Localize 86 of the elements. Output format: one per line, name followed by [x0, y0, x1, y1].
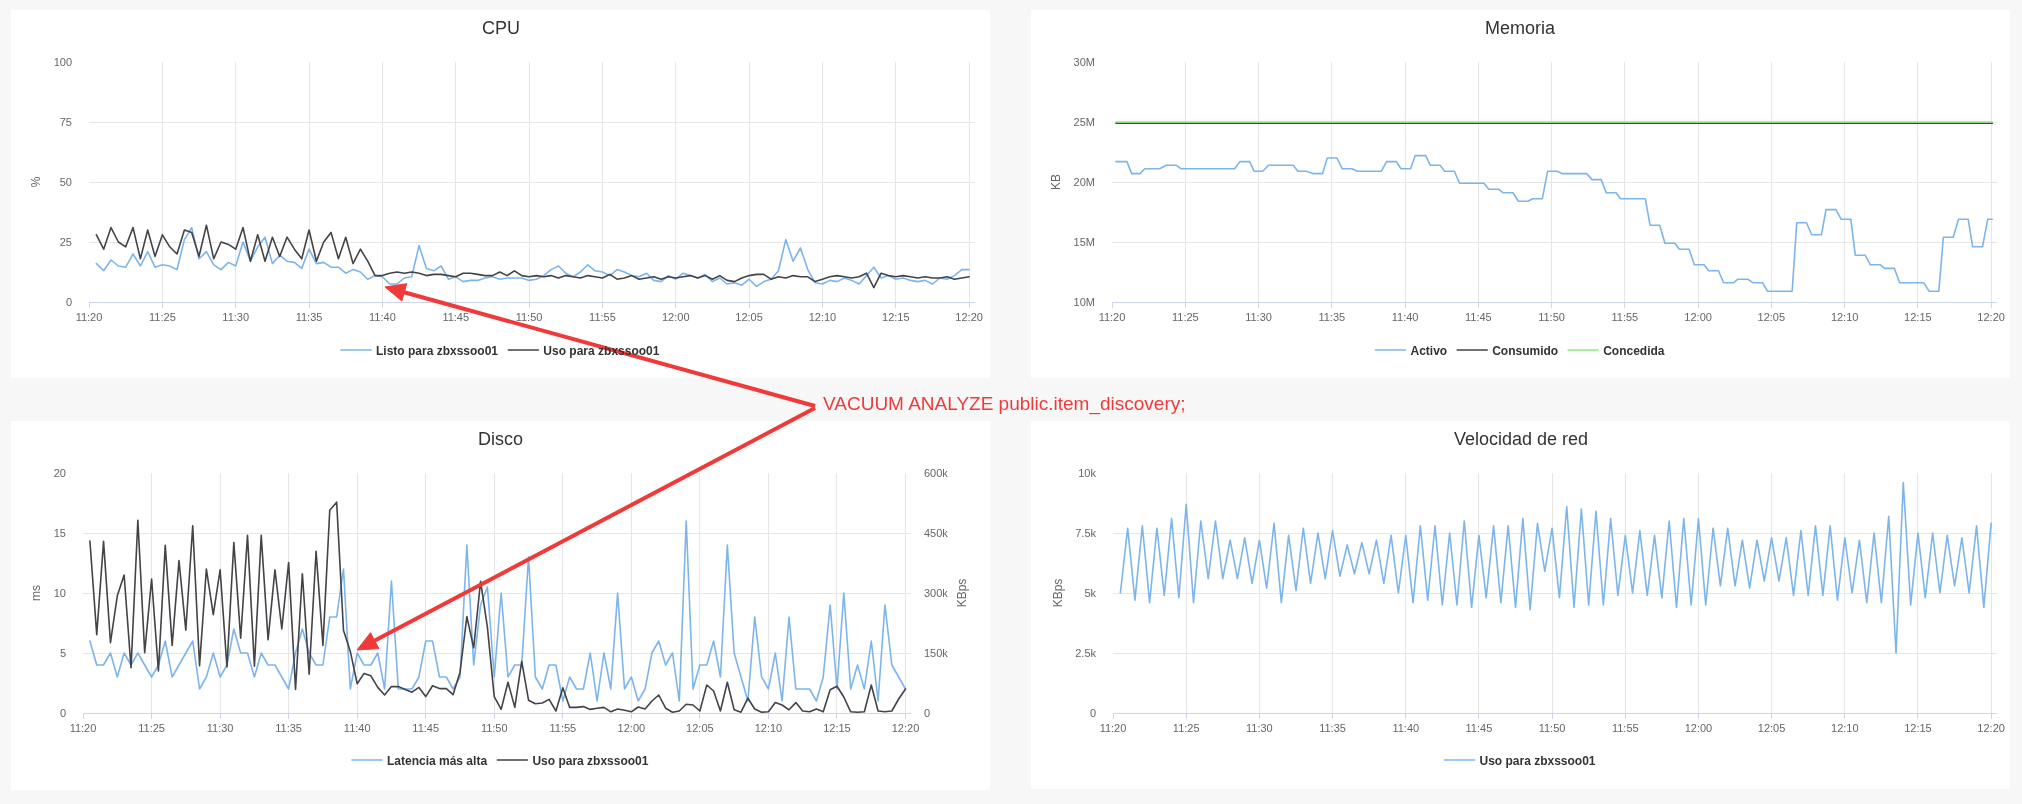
x-tick-label: 11:30	[222, 311, 250, 324]
chart-title: CPU	[482, 18, 521, 38]
x-tick-label: 11:25	[1172, 722, 1200, 735]
x-tick-label: 12:20	[1977, 722, 2005, 735]
x-tick-label: 12:05	[686, 722, 714, 735]
x-tick-label: 11:35	[295, 311, 323, 324]
x-tick-label: 12:20	[891, 722, 920, 735]
x-tick-label: 11:25	[1171, 311, 1199, 324]
legend-label: Latencia más alta	[387, 753, 488, 768]
y-tick-label: 0	[65, 295, 72, 308]
x-tick-label: 11:25	[149, 311, 176, 324]
x-tick-label: 11:20	[1099, 722, 1127, 735]
y-tick-label: 15	[53, 526, 66, 539]
x-tick-label: 11:20	[75, 311, 103, 324]
y-axis-title: KB	[1048, 173, 1063, 191]
y2-tick-label: 600k	[924, 466, 949, 479]
legend-label: Consumido	[1492, 343, 1559, 358]
x-tick-label: 11:25	[138, 722, 165, 735]
chart-title: Disco	[478, 429, 524, 449]
x-tick-label: 11:20	[1098, 311, 1126, 324]
x-tick-label: 11:30	[206, 722, 234, 735]
y-tick-label: 25	[59, 235, 72, 248]
text: VACUUM ANALYZE public.item_discovery;	[823, 393, 1186, 415]
x-tick-label: 11:55	[1611, 722, 1639, 735]
y-tick-label: 10	[53, 586, 66, 599]
x-tick-label: 11:30	[1246, 722, 1273, 735]
x-tick-label: 11:45	[1465, 722, 1493, 735]
y2-tick-label: 450k	[924, 526, 949, 539]
y2-tick-label: 150k	[924, 646, 949, 659]
y2-tick-label: 0	[924, 706, 931, 719]
y2-axis-title: KBps	[955, 578, 970, 608]
chart-title: Velocidad de red	[1454, 429, 1589, 449]
y-tick-label: 5k	[1084, 586, 1097, 599]
y-axis-title: KBps	[1050, 578, 1065, 608]
x-tick-label: 12:05	[1757, 722, 1786, 735]
y-tick-label: 15M	[1073, 235, 1095, 248]
x-tick-label: 12:15	[823, 722, 851, 735]
x-tick-label: 12:15	[882, 311, 910, 324]
x-tick-label: 11:50	[1538, 311, 1565, 324]
x-tick-label: 11:45	[412, 722, 440, 735]
legend-label: Uso para zbxssoo01	[1479, 753, 1596, 768]
y-tick-label: 75	[59, 115, 72, 128]
x-tick-label: 11:40	[343, 722, 371, 735]
x-tick-label: 11:55	[549, 722, 577, 735]
legend-label: Activo	[1410, 343, 1448, 358]
x-tick-label: 12:00	[1684, 311, 1712, 324]
x-tick-label: 11:20	[69, 722, 97, 735]
x-tick-label: 11:55	[1611, 311, 1639, 324]
x-tick-label: 12:10	[754, 722, 783, 735]
x-tick-label: 12:10	[1831, 722, 1859, 735]
legend-label: Uso para zbxssoo01	[532, 753, 649, 768]
y-tick-label: 20	[53, 466, 66, 479]
chart-title: Memoria	[1485, 18, 1556, 38]
x-tick-label: 12:05	[1757, 311, 1786, 324]
x-tick-label: 11:40	[1391, 311, 1419, 324]
y-tick-label: 30M	[1073, 55, 1095, 68]
y-axis-title: ms	[29, 585, 44, 601]
x-tick-label: 12:10	[1830, 311, 1859, 324]
x-tick-label: 11:35	[1318, 311, 1346, 324]
y-tick-label: 0	[1089, 706, 1096, 719]
x-tick-label: 11:50	[480, 722, 508, 735]
y-tick-label: 7.5k	[1075, 526, 1097, 539]
y-tick-label: 2.5k	[1075, 646, 1097, 659]
x-tick-label: 11:30	[1245, 311, 1272, 324]
y-tick-label: 25M	[1073, 115, 1095, 128]
y-tick-label: 50	[59, 175, 72, 188]
y-tick-label: 5	[59, 646, 66, 659]
y2-tick-label: 300k	[924, 586, 949, 599]
y-tick-label: 10k	[1078, 466, 1097, 479]
y-tick-label: 0	[59, 706, 66, 719]
y-axis-title: %	[28, 176, 43, 188]
x-tick-label: 11:35	[275, 722, 302, 735]
x-tick-label: 12:15	[1904, 311, 1932, 324]
x-tick-label: 12:15	[1904, 722, 1932, 735]
x-tick-label: 11:40	[1392, 722, 1420, 735]
x-tick-label: 11:35	[1319, 722, 1346, 735]
x-tick-label: 11:45	[1464, 311, 1492, 324]
y-tick-label: 20M	[1073, 175, 1095, 188]
y-tick-label: 100	[53, 55, 72, 68]
y-tick-label: 10M	[1073, 295, 1095, 308]
x-tick-label: 12:20	[955, 311, 983, 324]
x-tick-label: 11:50	[1538, 722, 1566, 735]
legend-label: Concedida	[1603, 343, 1665, 358]
x-tick-label: 12:00	[1684, 722, 1713, 735]
x-tick-label: 12:20	[1977, 311, 2005, 324]
x-tick-label: 12:00	[617, 722, 646, 735]
